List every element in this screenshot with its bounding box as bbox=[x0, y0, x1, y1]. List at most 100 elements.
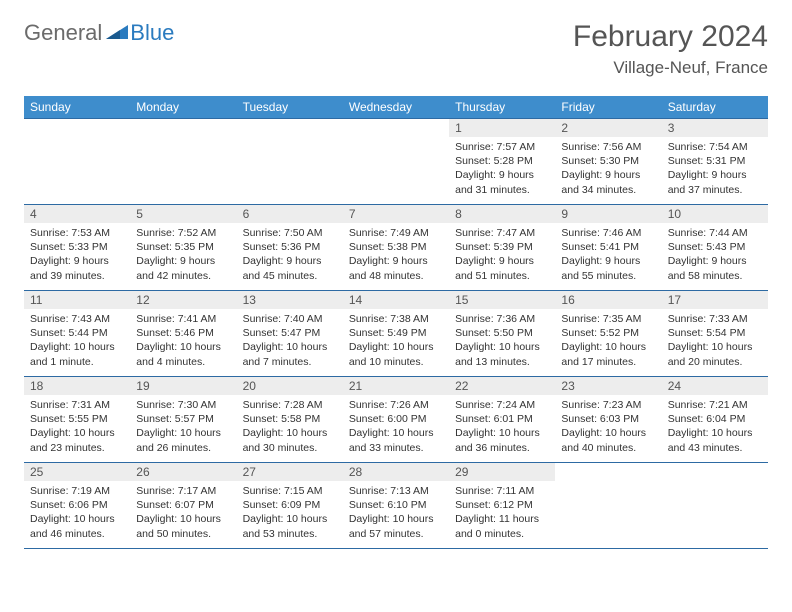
day-content: Sunrise: 7:47 AMSunset: 5:39 PMDaylight:… bbox=[449, 223, 555, 287]
triangle-icon bbox=[106, 21, 128, 39]
calendar-day-cell bbox=[237, 119, 343, 205]
sunrise-text: Sunrise: 7:13 AM bbox=[349, 484, 443, 498]
day-number: 21 bbox=[343, 377, 449, 395]
sunset-text: Sunset: 5:57 PM bbox=[136, 412, 230, 426]
day-number: 16 bbox=[555, 291, 661, 309]
sunset-text: Sunset: 6:03 PM bbox=[561, 412, 655, 426]
calendar-day-cell: 13Sunrise: 7:40 AMSunset: 5:47 PMDayligh… bbox=[237, 291, 343, 377]
sunset-text: Sunset: 5:47 PM bbox=[243, 326, 337, 340]
daylight-text: Daylight: 9 hours and 37 minutes. bbox=[668, 168, 762, 196]
sunrise-text: Sunrise: 7:44 AM bbox=[668, 226, 762, 240]
sunset-text: Sunset: 5:31 PM bbox=[668, 154, 762, 168]
calendar-day-cell: 8Sunrise: 7:47 AMSunset: 5:39 PMDaylight… bbox=[449, 205, 555, 291]
day-number: 10 bbox=[662, 205, 768, 223]
daylight-text: Daylight: 9 hours and 58 minutes. bbox=[668, 254, 762, 282]
daylight-text: Daylight: 9 hours and 45 minutes. bbox=[243, 254, 337, 282]
daylight-text: Daylight: 9 hours and 31 minutes. bbox=[455, 168, 549, 196]
calendar-day-cell: 26Sunrise: 7:17 AMSunset: 6:07 PMDayligh… bbox=[130, 463, 236, 549]
logo-text-gray: General bbox=[24, 20, 102, 46]
daylight-text: Daylight: 10 hours and 26 minutes. bbox=[136, 426, 230, 454]
daylight-text: Daylight: 9 hours and 34 minutes. bbox=[561, 168, 655, 196]
day-content: Sunrise: 7:19 AMSunset: 6:06 PMDaylight:… bbox=[24, 481, 130, 545]
sunrise-text: Sunrise: 7:33 AM bbox=[668, 312, 762, 326]
calendar-day-cell: 14Sunrise: 7:38 AMSunset: 5:49 PMDayligh… bbox=[343, 291, 449, 377]
day-number: 6 bbox=[237, 205, 343, 223]
day-content: Sunrise: 7:26 AMSunset: 6:00 PMDaylight:… bbox=[343, 395, 449, 459]
day-content: Sunrise: 7:38 AMSunset: 5:49 PMDaylight:… bbox=[343, 309, 449, 373]
daylight-text: Daylight: 10 hours and 13 minutes. bbox=[455, 340, 549, 368]
daylight-text: Daylight: 10 hours and 36 minutes. bbox=[455, 426, 549, 454]
calendar-day-cell: 20Sunrise: 7:28 AMSunset: 5:58 PMDayligh… bbox=[237, 377, 343, 463]
sunrise-text: Sunrise: 7:26 AM bbox=[349, 398, 443, 412]
calendar-day-cell: 25Sunrise: 7:19 AMSunset: 6:06 PMDayligh… bbox=[24, 463, 130, 549]
daylight-text: Daylight: 10 hours and 1 minute. bbox=[30, 340, 124, 368]
daylight-text: Daylight: 9 hours and 51 minutes. bbox=[455, 254, 549, 282]
day-number: 26 bbox=[130, 463, 236, 481]
day-content: Sunrise: 7:36 AMSunset: 5:50 PMDaylight:… bbox=[449, 309, 555, 373]
weekday-header: Wednesday bbox=[343, 96, 449, 119]
sunrise-text: Sunrise: 7:30 AM bbox=[136, 398, 230, 412]
day-number: 13 bbox=[237, 291, 343, 309]
sunrise-text: Sunrise: 7:11 AM bbox=[455, 484, 549, 498]
sunrise-text: Sunrise: 7:35 AM bbox=[561, 312, 655, 326]
weekday-header: Tuesday bbox=[237, 96, 343, 119]
sunset-text: Sunset: 5:28 PM bbox=[455, 154, 549, 168]
sunset-text: Sunset: 6:09 PM bbox=[243, 498, 337, 512]
day-number: 24 bbox=[662, 377, 768, 395]
sunrise-text: Sunrise: 7:46 AM bbox=[561, 226, 655, 240]
day-content: Sunrise: 7:28 AMSunset: 5:58 PMDaylight:… bbox=[237, 395, 343, 459]
sunset-text: Sunset: 5:38 PM bbox=[349, 240, 443, 254]
sunset-text: Sunset: 5:43 PM bbox=[668, 240, 762, 254]
sunset-text: Sunset: 5:50 PM bbox=[455, 326, 549, 340]
sunrise-text: Sunrise: 7:52 AM bbox=[136, 226, 230, 240]
sunset-text: Sunset: 6:06 PM bbox=[30, 498, 124, 512]
calendar-day-cell: 10Sunrise: 7:44 AMSunset: 5:43 PMDayligh… bbox=[662, 205, 768, 291]
calendar-day-cell: 12Sunrise: 7:41 AMSunset: 5:46 PMDayligh… bbox=[130, 291, 236, 377]
calendar-day-cell: 19Sunrise: 7:30 AMSunset: 5:57 PMDayligh… bbox=[130, 377, 236, 463]
day-content: Sunrise: 7:46 AMSunset: 5:41 PMDaylight:… bbox=[555, 223, 661, 287]
calendar-day-cell: 22Sunrise: 7:24 AMSunset: 6:01 PMDayligh… bbox=[449, 377, 555, 463]
sunset-text: Sunset: 5:58 PM bbox=[243, 412, 337, 426]
day-content: Sunrise: 7:50 AMSunset: 5:36 PMDaylight:… bbox=[237, 223, 343, 287]
day-content: Sunrise: 7:56 AMSunset: 5:30 PMDaylight:… bbox=[555, 137, 661, 201]
calendar-day-cell: 18Sunrise: 7:31 AMSunset: 5:55 PMDayligh… bbox=[24, 377, 130, 463]
day-content: Sunrise: 7:33 AMSunset: 5:54 PMDaylight:… bbox=[662, 309, 768, 373]
day-content: Sunrise: 7:35 AMSunset: 5:52 PMDaylight:… bbox=[555, 309, 661, 373]
sunset-text: Sunset: 5:52 PM bbox=[561, 326, 655, 340]
day-content: Sunrise: 7:11 AMSunset: 6:12 PMDaylight:… bbox=[449, 481, 555, 545]
day-number: 28 bbox=[343, 463, 449, 481]
calendar-week-row: 25Sunrise: 7:19 AMSunset: 6:06 PMDayligh… bbox=[24, 463, 768, 549]
day-content: Sunrise: 7:53 AMSunset: 5:33 PMDaylight:… bbox=[24, 223, 130, 287]
calendar-day-cell: 23Sunrise: 7:23 AMSunset: 6:03 PMDayligh… bbox=[555, 377, 661, 463]
calendar-day-cell: 21Sunrise: 7:26 AMSunset: 6:00 PMDayligh… bbox=[343, 377, 449, 463]
day-number: 12 bbox=[130, 291, 236, 309]
daylight-text: Daylight: 10 hours and 53 minutes. bbox=[243, 512, 337, 540]
daylight-text: Daylight: 9 hours and 42 minutes. bbox=[136, 254, 230, 282]
daylight-text: Daylight: 10 hours and 50 minutes. bbox=[136, 512, 230, 540]
sunset-text: Sunset: 6:01 PM bbox=[455, 412, 549, 426]
sunrise-text: Sunrise: 7:41 AM bbox=[136, 312, 230, 326]
sunrise-text: Sunrise: 7:49 AM bbox=[349, 226, 443, 240]
day-content: Sunrise: 7:44 AMSunset: 5:43 PMDaylight:… bbox=[662, 223, 768, 287]
sunset-text: Sunset: 5:55 PM bbox=[30, 412, 124, 426]
weekday-header: Thursday bbox=[449, 96, 555, 119]
daylight-text: Daylight: 9 hours and 48 minutes. bbox=[349, 254, 443, 282]
daylight-text: Daylight: 10 hours and 17 minutes. bbox=[561, 340, 655, 368]
sunrise-text: Sunrise: 7:21 AM bbox=[668, 398, 762, 412]
day-content: Sunrise: 7:23 AMSunset: 6:03 PMDaylight:… bbox=[555, 395, 661, 459]
weekday-header: Monday bbox=[130, 96, 236, 119]
daylight-text: Daylight: 10 hours and 43 minutes. bbox=[668, 426, 762, 454]
daylight-text: Daylight: 10 hours and 20 minutes. bbox=[668, 340, 762, 368]
daylight-text: Daylight: 9 hours and 55 minutes. bbox=[561, 254, 655, 282]
day-number: 15 bbox=[449, 291, 555, 309]
calendar-day-cell: 4Sunrise: 7:53 AMSunset: 5:33 PMDaylight… bbox=[24, 205, 130, 291]
calendar-day-cell bbox=[555, 463, 661, 549]
logo-text-blue: Blue bbox=[130, 20, 174, 46]
calendar-day-cell: 28Sunrise: 7:13 AMSunset: 6:10 PMDayligh… bbox=[343, 463, 449, 549]
day-content: Sunrise: 7:41 AMSunset: 5:46 PMDaylight:… bbox=[130, 309, 236, 373]
daylight-text: Daylight: 10 hours and 40 minutes. bbox=[561, 426, 655, 454]
day-number: 9 bbox=[555, 205, 661, 223]
day-number: 23 bbox=[555, 377, 661, 395]
day-number: 3 bbox=[662, 119, 768, 137]
sunset-text: Sunset: 6:07 PM bbox=[136, 498, 230, 512]
